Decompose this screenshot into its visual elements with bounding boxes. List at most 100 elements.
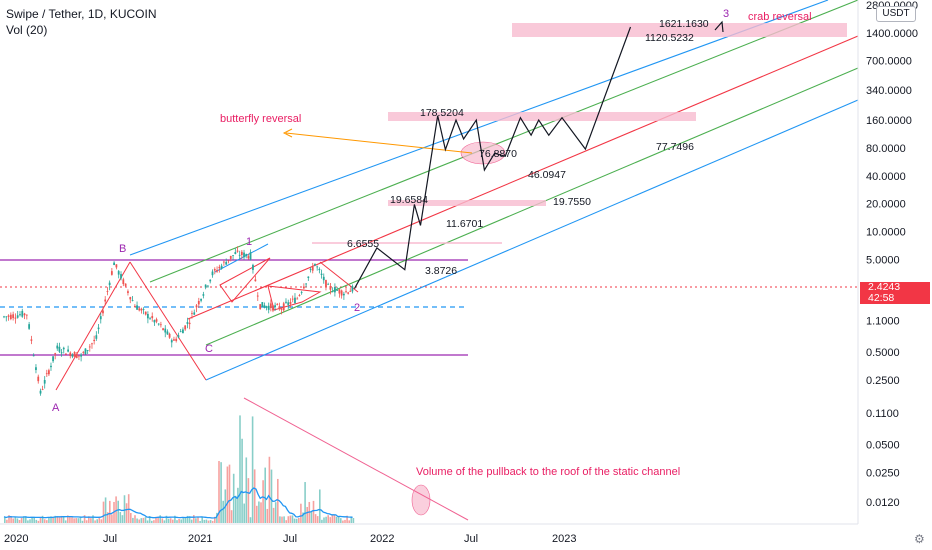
price-scale-bg[interactable] <box>858 0 932 524</box>
annotation-crab: crab reversal <box>748 11 812 23</box>
volume-bar <box>22 516 25 523</box>
price-candle <box>340 290 343 296</box>
pitchfork-inner-bottom[interactable] <box>205 67 859 346</box>
volume-bar <box>306 506 308 523</box>
zone-19[interactable] <box>388 200 546 206</box>
volume-bar <box>50 516 52 523</box>
volume-bar <box>281 516 283 523</box>
price-candle <box>216 269 218 272</box>
price-candle <box>99 316 102 320</box>
price-candle <box>267 305 270 310</box>
butterfly-arrow-line[interactable] <box>285 132 473 154</box>
pitchfork-base-left[interactable] <box>55 261 131 391</box>
volume-trendline[interactable] <box>243 397 469 521</box>
zone-crab-reversal[interactable] <box>512 23 847 37</box>
volume-bar <box>43 519 46 523</box>
volume-bar <box>203 519 206 523</box>
volume-bar <box>16 518 19 523</box>
projection-path[interactable] <box>353 26 632 289</box>
projection-arrow-head <box>714 20 724 33</box>
volume-bar <box>298 517 300 523</box>
volume-bar <box>18 519 21 523</box>
pitchfork-inner-top[interactable] <box>149 0 859 283</box>
point-label: C <box>205 343 213 355</box>
price-candle <box>209 279 212 282</box>
volume-bar <box>218 461 220 523</box>
price-candle <box>110 271 113 275</box>
volume-bar <box>94 520 96 523</box>
zone-178[interactable] <box>388 112 696 121</box>
pattern-wedge[interactable] <box>267 285 322 311</box>
currency-badge[interactable]: USDT <box>876 6 916 22</box>
x-tick: 2023 <box>552 533 576 545</box>
price-candle <box>124 283 127 286</box>
volume-bar <box>48 517 50 523</box>
price-candle <box>164 328 167 333</box>
price-candle <box>327 283 330 285</box>
price-candle <box>25 314 28 316</box>
price-candle <box>232 255 234 256</box>
pitchfork-handle[interactable] <box>129 261 207 381</box>
volume-bar <box>245 457 248 523</box>
price-candle <box>294 297 296 304</box>
volume-bar <box>274 502 277 523</box>
price-candle <box>291 298 294 300</box>
volume-bar <box>220 462 222 523</box>
y-tick: 160.0000 <box>866 115 912 127</box>
volume-bar <box>155 516 157 523</box>
volume-bar <box>266 508 269 523</box>
price-candle <box>14 317 17 319</box>
price-candle <box>138 308 141 311</box>
volume-bar <box>157 516 159 523</box>
y-tick: 0.0250 <box>866 467 900 479</box>
price-candle <box>60 352 63 354</box>
volume-bar <box>174 515 176 523</box>
volume-bar <box>293 518 296 523</box>
volume-bar <box>153 520 155 523</box>
price-candle <box>3 316 5 318</box>
price-candle <box>342 293 345 296</box>
price-candle <box>186 322 189 324</box>
y-tick: 20.0000 <box>866 199 906 211</box>
pitchfork-median[interactable] <box>187 35 859 320</box>
volume-bar <box>4 517 6 523</box>
volume-bar <box>46 520 48 523</box>
symbol-title[interactable]: Swipe / Tether, 1D, KUCOIN <box>6 7 157 21</box>
volume-bar <box>323 517 325 523</box>
ellipse-volume[interactable] <box>411 484 431 516</box>
price-candle <box>311 267 314 271</box>
price-candle <box>175 338 178 342</box>
pitchfork-outer-bottom[interactable] <box>205 99 859 381</box>
price-candle <box>254 279 257 282</box>
price-candle <box>331 290 334 292</box>
gear-icon[interactable]: ⚙ <box>914 532 925 546</box>
level-label: 76.8870 <box>479 148 517 160</box>
level-label: 1120.5232 <box>645 32 694 44</box>
x-tick: 2022 <box>370 533 394 545</box>
volume-bar <box>176 520 178 523</box>
volume-bar <box>241 438 243 523</box>
price-candle <box>39 390 42 394</box>
pattern-triangle[interactable] <box>219 257 271 303</box>
price-candle <box>234 252 237 254</box>
price-candle <box>155 319 158 322</box>
price-candle <box>285 301 287 303</box>
pitchfork-outer-top[interactable] <box>129 0 829 256</box>
price-candle <box>193 312 196 315</box>
point-label: 1 <box>246 236 252 248</box>
price-candle <box>50 365 52 368</box>
price-candle <box>179 331 182 333</box>
price-candle <box>218 266 221 269</box>
volume-bar <box>346 515 348 523</box>
level-label: 3.8726 <box>425 265 457 277</box>
volume-bar <box>253 469 256 523</box>
volume-bar <box>268 456 271 523</box>
price-candle <box>211 271 214 276</box>
volume-indicator-label[interactable]: Vol (20) <box>6 23 48 37</box>
volume-bar <box>201 516 203 523</box>
butterfly-arrow-head <box>282 128 293 138</box>
price-candle <box>188 322 191 325</box>
price-candle <box>325 280 327 288</box>
price-candle <box>65 353 67 355</box>
